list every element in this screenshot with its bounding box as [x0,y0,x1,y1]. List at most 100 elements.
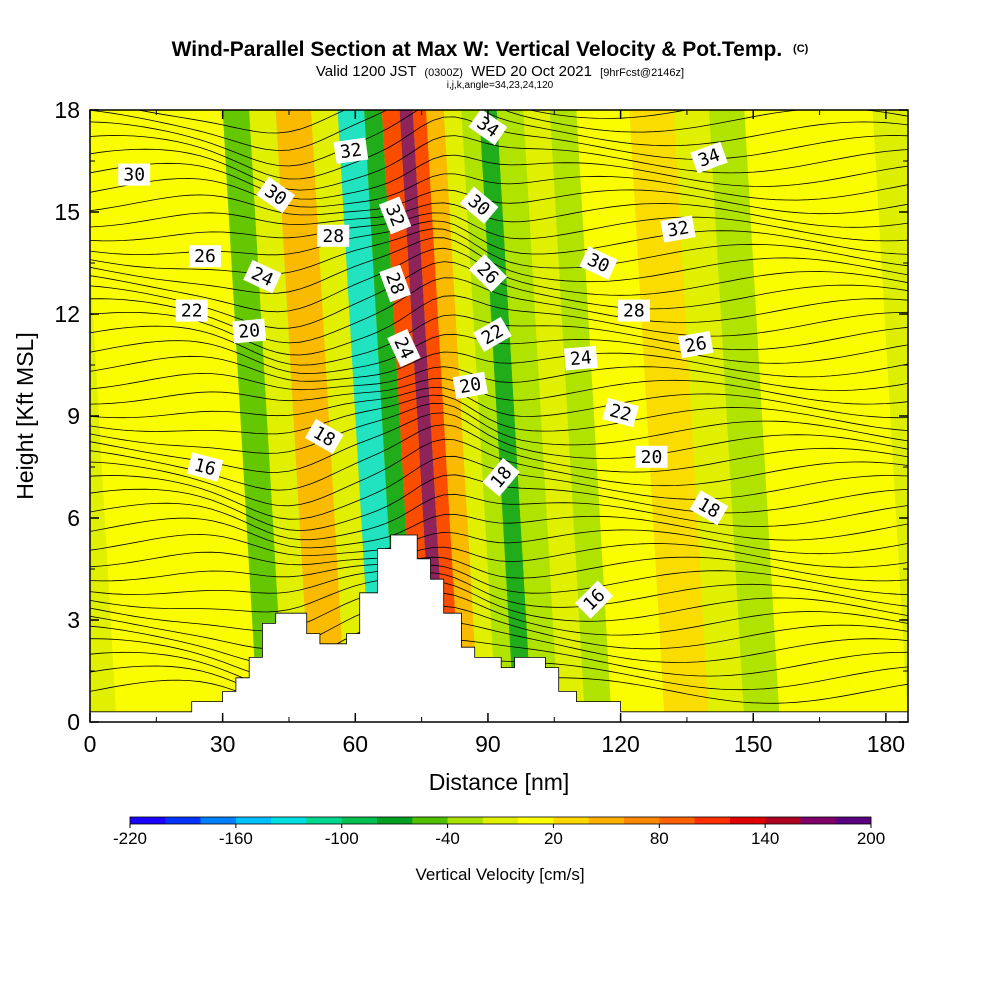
contour-label: 30 [118,163,151,186]
x-axis: 0 30 60 90 120 150 180 [84,110,905,757]
contour-label-text: 32 [666,217,691,241]
colorbar-swatch [694,817,731,824]
contour-label-box [617,299,650,322]
subtitle-utc: (0300Z) [424,67,463,79]
theta-contour [90,135,908,191]
contour-label-box [379,264,411,303]
contour-label: 16 [186,452,224,482]
contour-label-text: 20 [238,320,261,343]
theta-contour [90,366,908,391]
theta-contour [90,564,908,595]
contour-label: 20 [635,445,668,468]
contour-label-box [660,215,696,243]
theta-contour [90,438,908,507]
theta-contour [90,386,908,419]
y-tick-label: 0 [67,709,80,735]
x-tick-label: 90 [475,731,501,757]
y-tick-label: 18 [54,97,80,123]
theta-contour [90,543,908,568]
velocity-band [673,110,745,722]
colorbar-swatch [412,817,448,824]
subtitle-valid: Valid 1200 JST [316,63,416,80]
subtitle-forecast: [9hrFcst@2146z] [600,67,684,79]
contour-label-box [468,254,507,293]
contour-label-box [317,224,350,247]
velocity-band [90,110,157,722]
contour-label: 32 [333,137,369,164]
theta-contour [90,295,908,356]
colorbar-swatch [765,817,801,824]
colorbar-swatch [341,817,378,824]
theta-contour [90,621,908,679]
contour-label: 20 [232,318,267,344]
colorbar-swatch [271,817,307,824]
contour-label: 26 [678,330,714,359]
x-tick-label: 150 [734,731,772,757]
contour-label-box [635,445,668,468]
contour-label-box [378,196,412,235]
chart-title: Wind-Parallel Section at Max W: Vertical… [172,38,809,61]
y-tick-label: 15 [54,199,80,225]
contour-label: 28 [317,224,350,247]
y-axis-title: Height [Kft MSL] [12,332,38,499]
chart-title-suffix: (C) [793,43,809,55]
contour-label-box [563,345,598,371]
colorbar-tick-label: 80 [650,829,669,848]
contour-label-box [579,246,618,280]
contour-label-text: 26 [194,246,216,267]
theta-contour [90,493,908,541]
contour-label-box [232,318,267,344]
contour-label-box [689,490,729,526]
velocity-band [90,263,117,722]
colorbar-tick-label: 200 [857,829,885,848]
colorbar-swatch [659,817,695,824]
contour-label-box [186,452,224,482]
velocity-band [426,110,480,722]
contour-label-text: 20 [458,374,483,398]
velocity-band [549,110,612,722]
theta-contour [90,424,908,491]
contour-label-box [678,330,714,359]
colorbar-swatch [377,817,413,824]
theta-contour [90,110,908,151]
velocity-band [275,110,347,722]
contour-label-text: 28 [322,226,344,247]
colorbar-swatch [165,817,201,824]
colorbar-title: Vertical Velocity [cm/s] [415,865,584,884]
colorbar-swatch [447,817,484,824]
velocity-band [461,110,515,722]
colorbar-swatch [518,817,554,824]
colorbar-frame [129,816,872,825]
contour-label: 32 [660,215,696,243]
theta-contour [90,228,908,275]
terrain [90,534,908,722]
colorbar-swatch [800,817,837,824]
theta-contour [90,237,908,294]
velocity-band [744,110,851,722]
theta-contour [90,513,908,549]
colorbar-swatch [624,817,660,824]
y-tick-label: 6 [67,505,80,531]
theta-contour [90,402,908,454]
contour-label-box [602,397,639,428]
contour-label-box [575,580,614,619]
contour-label: 26 [189,245,221,268]
chart-subtitle-indices: i,j,k,angle=34,23,24,120 [447,80,554,91]
theta-contour [90,212,908,242]
theta-contour [90,639,908,691]
contour-label: 22 [175,299,208,322]
theta-contour [90,154,908,200]
contour-label-box [468,110,508,146]
colorbar-swatch [130,817,166,824]
theta-contour [90,277,908,344]
colorbar-swatch [729,817,766,824]
contour-label-box [175,299,208,322]
theta-contour [90,110,908,167]
theta-contour [90,189,908,216]
theta-contour [90,592,908,650]
colorbar-swatch [553,817,590,824]
x-tick-label: 60 [343,731,369,757]
theta-contour [90,605,908,666]
theta-contour [90,529,908,557]
colorbar-swatch [235,817,272,824]
